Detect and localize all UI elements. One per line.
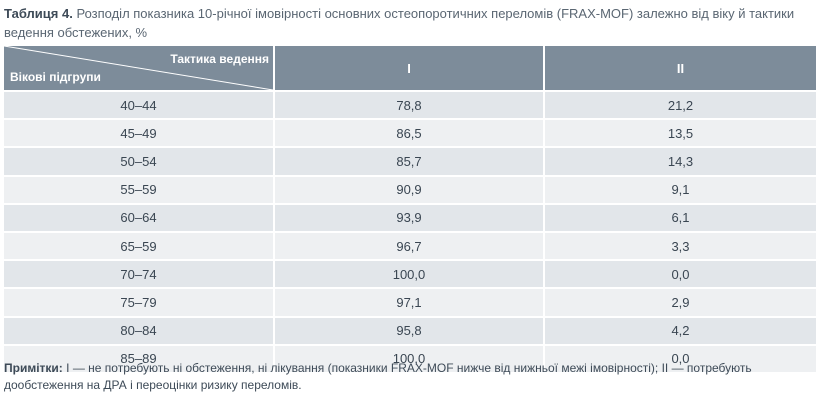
age-cell: 60–64 [4, 202, 275, 231]
age-cell: 65–59 [4, 230, 275, 260]
notes-text: I — не потребують ні обстеження, ні ліку… [4, 361, 752, 392]
diagonal-divider [4, 46, 273, 90]
value-cell-ii: 13,5 [545, 118, 816, 147]
value-cell-i: 100,0 [275, 343, 545, 372]
table-row: 85–89 100,0 0,0 [4, 343, 816, 372]
column-header-ii: II [545, 46, 816, 90]
value-cell-ii: 0,0 [545, 259, 816, 288]
caption-title: Розподіл показника 10-річної імовірності… [4, 6, 795, 40]
corner-label-tactic: Тактика ведення [170, 52, 269, 66]
table-notes: Примітки: I — не потребують ні обстеженн… [4, 360, 816, 394]
value-cell-i: 96,7 [275, 230, 545, 260]
notes-label: Примітки: [4, 361, 63, 375]
column-header-i: I [275, 46, 545, 90]
header-row: Тактика ведення Вікові підгрупи I II [4, 46, 816, 90]
value-cell-ii: 3,3 [545, 230, 816, 260]
value-cell-i: 95,8 [275, 315, 545, 344]
table-row: 60–64 93,9 6,1 [4, 202, 816, 231]
value-cell-ii: 2,9 [545, 287, 816, 316]
value-cell-i: 97,1 [275, 287, 545, 316]
table-row: 75–79 97,1 2,9 [4, 287, 816, 316]
table-row: 55–59 90,9 9,1 [4, 174, 816, 203]
table-row: 80–84 95,8 4,2 [4, 315, 816, 344]
value-cell-i: 86,5 [275, 118, 545, 147]
table-row: 50–54 85,7 14,3 [4, 146, 816, 175]
age-cell: 85–89 [4, 343, 275, 372]
value-cell-i: 90,9 [275, 174, 545, 203]
value-cell-i: 78,8 [275, 90, 545, 119]
age-cell: 75–79 [4, 287, 275, 316]
value-cell-ii: 14,3 [545, 146, 816, 175]
age-cell: 70–74 [4, 259, 275, 288]
table-row: 45–49 86,5 13,5 [4, 118, 816, 147]
age-cell: 50–54 [4, 146, 275, 175]
data-table: Тактика ведення Вікові підгрупи I II 40–… [4, 46, 816, 372]
age-cell: 40–44 [4, 90, 275, 119]
value-cell-i: 93,9 [275, 202, 545, 231]
age-cell: 55–59 [4, 174, 275, 203]
table-row: 70–74 100,0 0,0 [4, 259, 816, 288]
table-caption: Таблиця 4. Розподіл показника 10-річної … [4, 4, 816, 44]
age-cell: 45–49 [4, 118, 275, 147]
value-cell-ii: 6,1 [545, 202, 816, 231]
corner-label-age: Вікові підгрупи [10, 70, 101, 84]
value-cell-ii: 21,2 [545, 90, 816, 119]
value-cell-ii: 9,1 [545, 174, 816, 203]
age-cell: 80–84 [4, 315, 275, 344]
caption-label: Таблиця 4. [4, 6, 73, 21]
table-row: 65–59 96,7 3,3 [4, 230, 816, 260]
value-cell-ii: 4,2 [545, 315, 816, 344]
corner-header: Тактика ведення Вікові підгрупи [4, 46, 275, 90]
table-row: 40–44 78,8 21,2 [4, 90, 816, 119]
table-body: 40–44 78,8 21,2 45–49 86,5 13,5 50–54 85… [4, 90, 816, 372]
value-cell-i: 100,0 [275, 259, 545, 288]
value-cell-ii: 0,0 [545, 343, 816, 372]
value-cell-i: 85,7 [275, 146, 545, 175]
